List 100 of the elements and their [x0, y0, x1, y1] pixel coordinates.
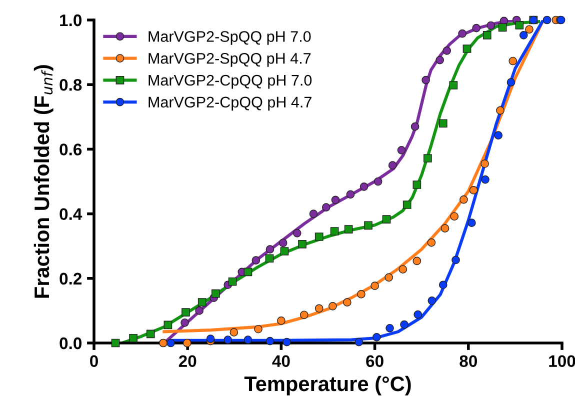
point — [300, 310, 308, 320]
point — [438, 280, 448, 290]
point — [462, 44, 472, 53]
y-tick-label: 1.0 — [60, 14, 82, 26]
point — [450, 212, 459, 221]
point — [254, 324, 262, 334]
point — [224, 336, 232, 344]
point — [496, 106, 504, 115]
point — [384, 273, 394, 282]
point — [111, 338, 120, 348]
y-tick-label: 0.2 — [60, 272, 82, 285]
point — [424, 154, 432, 162]
point — [146, 330, 155, 338]
point — [298, 240, 306, 248]
point — [440, 224, 450, 233]
point — [198, 298, 206, 306]
point — [481, 175, 490, 184]
point — [282, 338, 291, 346]
point — [265, 254, 274, 263]
x-tick-label: 40 — [272, 355, 290, 368]
point — [372, 333, 381, 342]
point — [195, 306, 204, 315]
y-tick-label: 0.8 — [60, 79, 82, 91]
point — [468, 218, 476, 228]
point — [486, 21, 496, 30]
point — [129, 334, 138, 342]
point — [427, 238, 436, 247]
point — [525, 25, 534, 34]
point — [508, 56, 518, 66]
point — [382, 215, 391, 224]
point — [266, 245, 274, 254]
point — [412, 180, 422, 189]
point — [314, 232, 324, 241]
point — [346, 190, 355, 199]
point — [314, 304, 324, 313]
point — [364, 221, 372, 230]
point — [206, 334, 215, 343]
point — [244, 336, 252, 344]
point — [506, 78, 516, 87]
x-tick-label: 100 — [549, 355, 575, 368]
point — [482, 31, 492, 40]
y-tick-label: 0.6 — [60, 144, 82, 156]
legend-label: MarVGP2-CpQQ pH 7.0 — [148, 74, 312, 89]
point — [322, 203, 330, 212]
point — [252, 256, 260, 264]
point — [280, 247, 289, 256]
point — [422, 76, 430, 84]
point — [266, 336, 274, 346]
point — [309, 210, 318, 218]
point — [410, 122, 420, 131]
point — [354, 338, 364, 346]
point — [397, 146, 406, 154]
point — [228, 277, 237, 286]
point — [357, 290, 366, 298]
point — [469, 186, 478, 194]
point — [542, 16, 552, 24]
point — [388, 161, 397, 170]
point — [370, 282, 379, 290]
point — [494, 131, 503, 140]
x-axis-title: Temperature (°C) — [244, 376, 411, 396]
legend-label: MarVGP2-CpQQ pH 4.7 — [148, 96, 312, 111]
point — [515, 21, 524, 30]
point — [449, 81, 458, 90]
x-tick-label: 60 — [366, 355, 384, 368]
point — [182, 308, 190, 316]
point — [277, 316, 286, 325]
point — [292, 229, 302, 238]
point — [400, 320, 408, 329]
point — [328, 302, 337, 310]
point — [360, 182, 368, 191]
point — [230, 328, 238, 337]
point — [182, 338, 192, 348]
point — [414, 310, 422, 319]
point — [472, 24, 481, 32]
point — [452, 256, 460, 264]
x-tick-label: 80 — [460, 355, 477, 368]
point — [244, 268, 252, 276]
point — [166, 338, 175, 348]
point — [344, 225, 353, 234]
y-tick-label: 0.4 — [60, 208, 82, 220]
point — [498, 23, 507, 32]
point — [278, 238, 288, 248]
point — [412, 256, 422, 266]
point — [438, 119, 448, 128]
y-tick-label: 0.0 — [60, 337, 82, 350]
point — [164, 320, 172, 330]
legend-label: MarVGP2-SpQQ pH 7.0 — [148, 31, 311, 45]
point — [428, 296, 436, 305]
legend-label: MarVGP2-SpQQ pH 4.7 — [148, 52, 311, 67]
point — [386, 324, 394, 332]
point — [212, 289, 220, 298]
point — [458, 29, 466, 38]
point — [436, 56, 444, 64]
point — [460, 195, 468, 204]
point — [343, 298, 352, 306]
point — [330, 227, 339, 236]
point — [331, 196, 340, 204]
y-axis-title: Fraction Unfolded (F$_{unf}$) — [34, 65, 54, 298]
point — [180, 318, 189, 327]
x-tick-label: 20 — [178, 355, 196, 368]
